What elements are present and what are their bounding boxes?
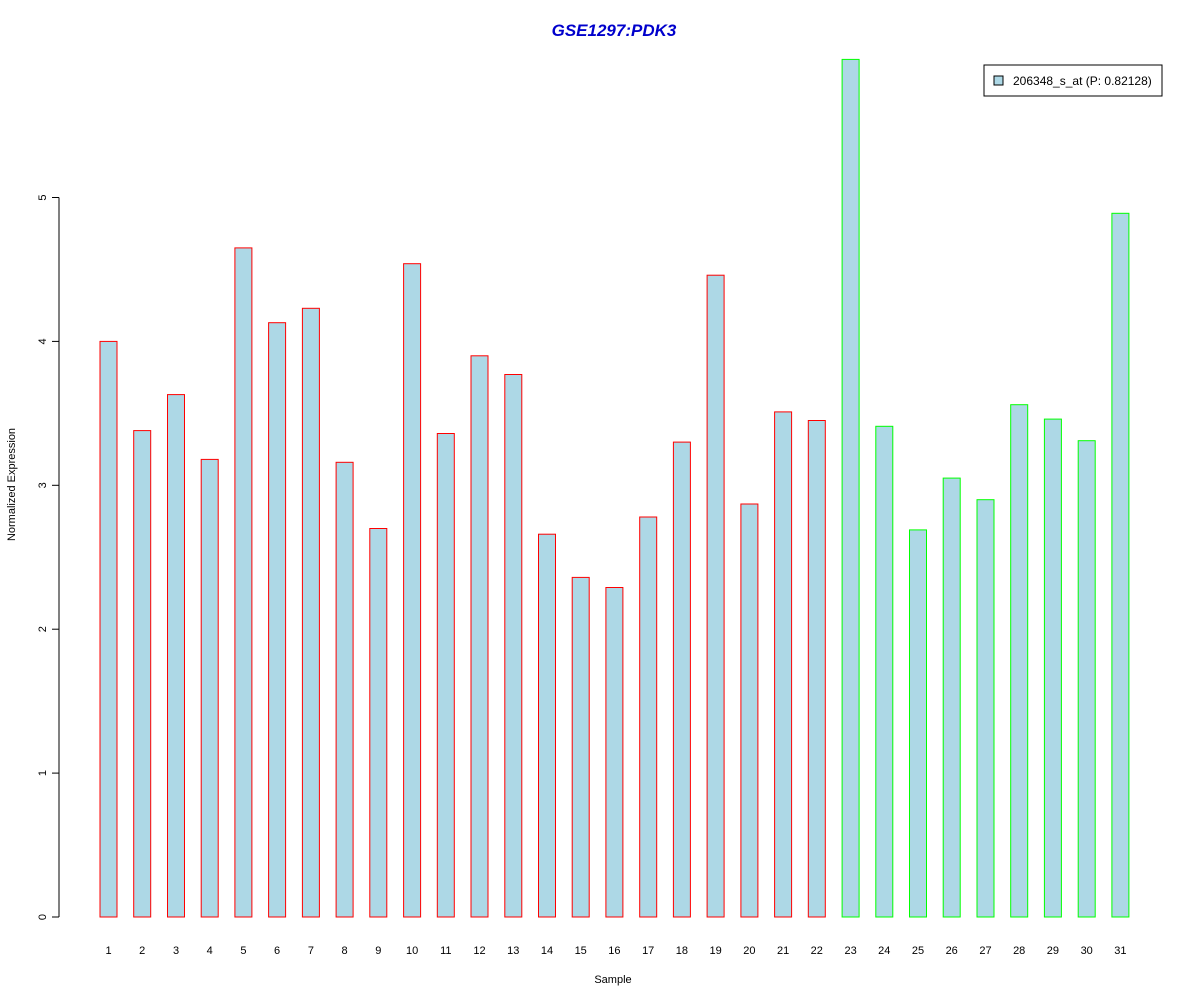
x-tick-label: 18 [676, 945, 688, 957]
x-tick-label: 1 [105, 945, 111, 957]
bar-sample-12 [470, 355, 489, 918]
bar-sample-22 [807, 420, 826, 918]
bar-sample-8 [335, 461, 354, 918]
x-tick-label: 24 [878, 945, 890, 957]
bars [99, 58, 1130, 918]
x-tick-label: 9 [375, 945, 381, 957]
x-tick-label: 20 [743, 945, 755, 957]
x-tick-label: 21 [777, 945, 789, 957]
x-tick-label: 29 [1047, 945, 1059, 957]
x-tick-label: 25 [912, 945, 924, 957]
x-tick-label: 7 [308, 945, 314, 957]
bar-sample-17 [639, 516, 658, 918]
bar-sample-4 [200, 458, 219, 918]
bar-sample-20 [740, 503, 759, 918]
x-tick-label: 11 [440, 945, 451, 957]
bar-sample-11 [436, 433, 455, 918]
x-tick-label: 23 [844, 945, 856, 957]
bar-sample-25 [909, 529, 927, 918]
bar-sample-9 [369, 528, 388, 918]
x-tick-label: 3 [173, 945, 179, 957]
x-tick-label: 5 [240, 945, 246, 957]
bar-sample-13 [504, 374, 523, 918]
x-tick-label: 19 [709, 945, 721, 957]
legend-box [983, 64, 1163, 97]
y-tick-label: 3 [37, 482, 49, 488]
x-tick-label: 4 [207, 945, 213, 957]
bar-sample-24 [875, 425, 894, 918]
y-tick-label: 0 [37, 914, 49, 920]
bar-sample-1 [99, 340, 118, 918]
bar-sample-6 [268, 322, 287, 918]
x-tick-label: 26 [946, 945, 958, 957]
x-tick-label: 14 [541, 945, 553, 957]
x-tick-label: 27 [979, 945, 991, 957]
bar-sample-29 [1043, 418, 1062, 918]
bar-sample-16 [605, 587, 624, 918]
bar-sample-18 [672, 441, 691, 918]
x-tick-label: 31 [1114, 945, 1126, 957]
legend: 206348_s_at (P: 0.82128) [983, 64, 1163, 97]
bar-sample-26 [942, 477, 961, 918]
x-tick-label: 22 [811, 945, 823, 957]
x-tick-label: 2 [139, 945, 145, 957]
x-tick-label: 10 [406, 945, 418, 957]
bar-sample-23 [841, 58, 860, 918]
x-tick-label: 16 [608, 945, 620, 957]
x-tick-label: 15 [575, 945, 587, 957]
legend-entry-label: 206348_s_at (P: 0.82128) [1013, 74, 1152, 88]
y-axis: 0 1 2 3 4 5 [37, 194, 60, 920]
x-tick-label: 28 [1013, 945, 1025, 957]
legend-swatch [993, 75, 1004, 86]
y-tick-label: 1 [37, 770, 49, 776]
y-tick-label: 5 [37, 194, 49, 200]
bar-sample-14 [538, 533, 556, 918]
y-axis-label: Normalized Expression [6, 428, 18, 541]
x-axis-label: Sample [594, 974, 631, 986]
chart-title: GSE1297:PDK3 [552, 21, 677, 40]
bar-sample-31 [1111, 212, 1130, 918]
bar-sample-15 [571, 576, 590, 918]
bar-sample-2 [133, 430, 152, 918]
x-tick-label: 13 [507, 945, 519, 957]
bar-sample-19 [706, 274, 725, 918]
x-tick-label: 30 [1081, 945, 1093, 957]
bar-sample-27 [976, 499, 995, 918]
bar-sample-3 [167, 394, 185, 918]
x-tick-labels: 1 2 3 4 5 6 7 8 9 10 11 12 13 14 15 16 17 18 19 20 21 22 23 24 2… [105, 945, 1126, 957]
bar-sample-21 [774, 411, 793, 918]
x-tick-label: 6 [274, 945, 280, 957]
x-tick-label: 17 [642, 945, 654, 957]
y-tick-label: 4 [37, 338, 49, 344]
bar-sample-10 [403, 263, 422, 918]
bar-sample-5 [234, 247, 253, 918]
x-tick-label: 12 [473, 945, 485, 957]
bar-sample-7 [301, 307, 320, 918]
x-tick-label: 8 [342, 945, 348, 957]
bar-sample-28 [1010, 404, 1029, 918]
bar-sample-30 [1077, 440, 1096, 918]
y-tick-label: 2 [37, 626, 49, 632]
